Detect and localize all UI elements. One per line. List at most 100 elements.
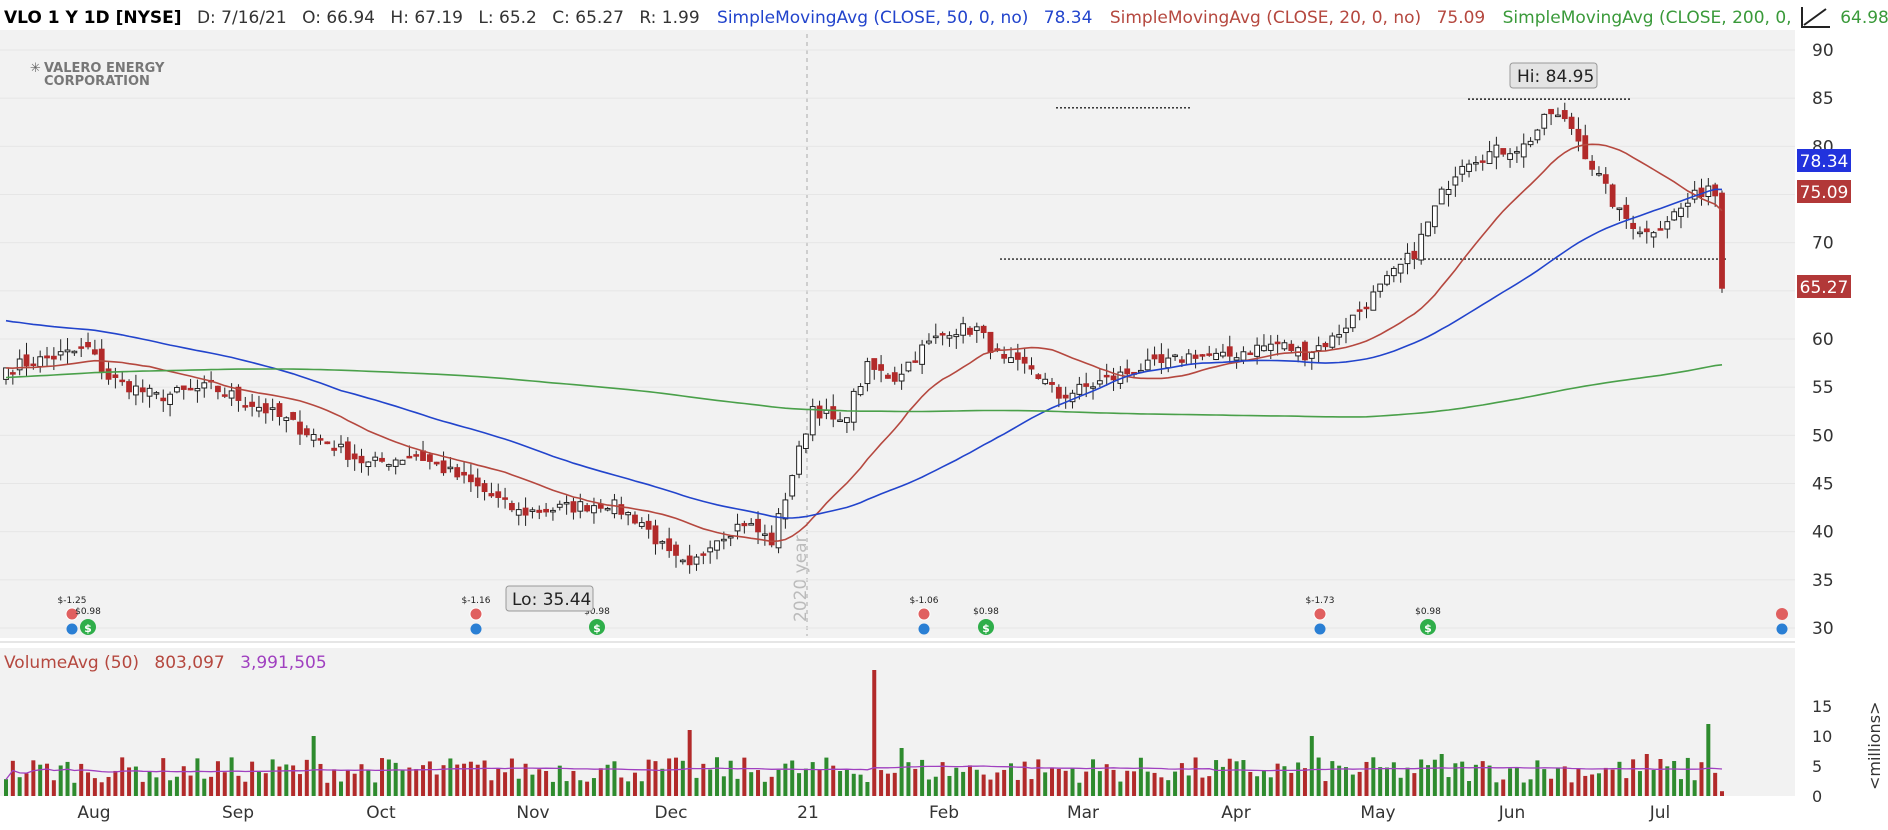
volume-bar: [407, 767, 412, 796]
candle-body: [591, 505, 597, 514]
volume-bar: [434, 774, 439, 796]
candle-body: [112, 374, 119, 378]
volume-bar: [1118, 781, 1123, 796]
volume-bar: [899, 748, 904, 796]
volume-bar: [1624, 778, 1629, 796]
candle-body: [1472, 162, 1479, 165]
dividend-value: $0.98: [973, 607, 999, 617]
volume-header: VolumeAvg (50) 803,097 3,991,505: [4, 653, 327, 673]
volume-bar: [1562, 766, 1567, 796]
volume-avg-label[interactable]: VolumeAvg (50): [4, 653, 139, 673]
dividend-icon: [80, 619, 96, 635]
sma20-label[interactable]: SimpleMovingAvg (CLOSE, 20, 0, no): [1110, 8, 1421, 28]
candle-body: [1240, 351, 1247, 361]
volume-bar: [236, 775, 241, 796]
candle-body: [372, 456, 379, 461]
candle-body: [509, 503, 515, 511]
volume-bar: [359, 764, 364, 796]
candle-body: [1575, 128, 1582, 142]
candle-body: [1657, 228, 1664, 231]
volume-bar: [468, 761, 473, 796]
candle-body: [228, 390, 235, 399]
candle-body: [1561, 110, 1568, 120]
volume-bar: [585, 781, 590, 796]
candle-body: [1179, 359, 1185, 363]
volume-bar: [1323, 781, 1328, 796]
candle-body: [283, 417, 290, 421]
volume-bar: [51, 780, 56, 796]
volume-bar: [270, 759, 275, 796]
volume-tick-label: 5: [1812, 757, 1822, 776]
candle-body: [1226, 346, 1233, 357]
candle-body: [249, 401, 256, 407]
volume-bar: [503, 772, 508, 796]
info-icon: [1776, 623, 1788, 635]
candle-body: [1363, 306, 1370, 310]
candle-body: [1233, 357, 1240, 361]
candle-body: [1199, 354, 1206, 357]
volume-bar: [489, 780, 494, 796]
candle-body: [714, 540, 720, 551]
moving-averages: [5, 143, 1723, 543]
volume-value: 803,097: [154, 653, 224, 673]
volume-bar: [790, 760, 795, 796]
volume-bar: [311, 736, 316, 796]
candle-body: [1541, 113, 1548, 129]
candle-body: [1678, 207, 1684, 217]
volume-bar: [728, 760, 733, 796]
candle-body: [802, 433, 809, 449]
price-tick-label: 40: [1812, 523, 1834, 543]
candle-body: [1343, 327, 1349, 334]
volume-bar: [940, 762, 945, 796]
volume-bar: [947, 775, 952, 796]
dividend-icon: [978, 619, 994, 635]
volume-bar: [708, 769, 713, 796]
volume-bar: [1658, 759, 1663, 796]
volume-bar: [209, 776, 214, 796]
volume-bar: [1494, 782, 1499, 796]
sma50-label[interactable]: SimpleMovingAvg (CLOSE, 50, 0, no): [717, 8, 1028, 28]
candle-body: [1637, 231, 1643, 235]
volume-bar: [1678, 779, 1683, 796]
volume-bar: [1419, 759, 1424, 796]
volume-bar: [1542, 769, 1547, 796]
candle-body: [1520, 143, 1527, 158]
volume-bar: [427, 761, 432, 796]
volume-bar: [694, 777, 699, 796]
volume-bar: [1576, 768, 1581, 796]
candle-body: [461, 471, 467, 476]
candle-body: [1384, 275, 1390, 285]
candle-body: [1609, 184, 1616, 207]
volume-bar: [462, 763, 467, 796]
volume-bar: [1166, 780, 1171, 796]
candle-body: [1021, 356, 1028, 364]
draw-tool-icon[interactable]: [1798, 3, 1834, 31]
price-tick-label: 70: [1812, 234, 1834, 254]
volume-bar: [892, 772, 897, 796]
volume-bar: [195, 758, 200, 796]
candle-body: [1466, 163, 1472, 172]
candle-body: [885, 374, 891, 379]
candle-body: [1431, 205, 1438, 228]
candle-body: [871, 358, 878, 370]
candle-body: [529, 509, 536, 512]
candle-body: [1001, 353, 1008, 359]
volume-average-line: [5, 765, 1723, 780]
volume-bar: [1343, 767, 1348, 796]
candle-body: [973, 326, 980, 331]
volume-bar: [140, 781, 145, 796]
volume-bar: [1179, 763, 1184, 796]
candle-body: [556, 503, 563, 508]
volume-bar: [1514, 767, 1519, 796]
volume-bar: [817, 769, 822, 796]
volume-bar: [1521, 782, 1526, 796]
volume-bar: [154, 777, 159, 796]
candle-body: [235, 386, 242, 401]
volume-bar: [667, 758, 672, 796]
candle-body: [262, 403, 269, 414]
candle-body: [1616, 207, 1623, 211]
volume-bar: [386, 759, 391, 796]
sma200-label[interactable]: SimpleMovingAvg (CLOSE, 200, 0, no): [1503, 8, 1825, 28]
candle-body: [1308, 352, 1315, 359]
